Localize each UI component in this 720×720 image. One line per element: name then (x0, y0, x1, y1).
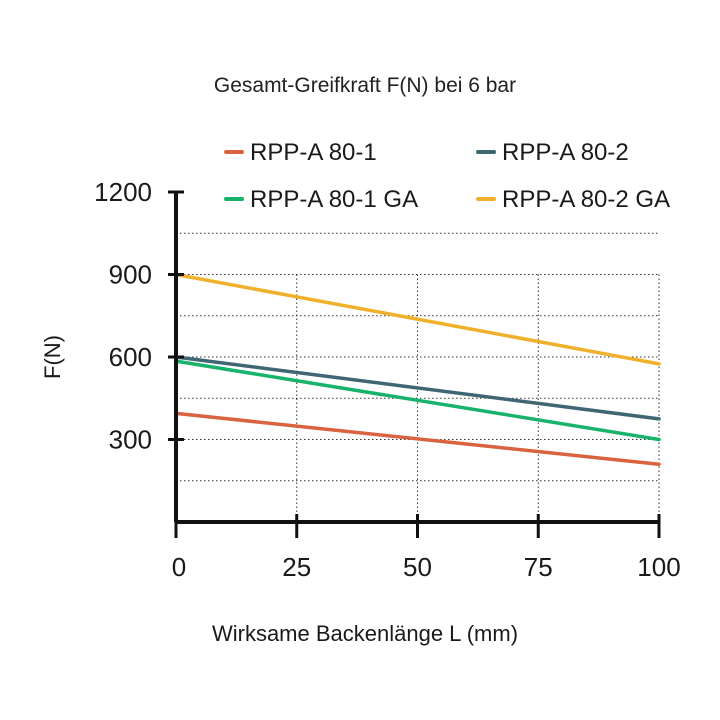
legend-label-2: RPP-A 80-2 (502, 139, 629, 166)
y-tick-label: 600 (109, 342, 152, 372)
x-axis-label: Wirksame Backenlänge L (mm) (212, 621, 518, 646)
x-tick-label: 0 (172, 552, 186, 582)
x-tick-label: 75 (524, 552, 553, 582)
series-lines (174, 272, 661, 466)
legend-label-4: RPP-A 80-2 GA (502, 186, 670, 213)
series-line-4 (174, 272, 661, 366)
y-axis-label: F(N) (40, 335, 65, 379)
y-tick-label: 300 (109, 425, 152, 455)
legend-label-3: RPP-A 80-1 GA (250, 186, 418, 213)
x-tick-label: 25 (282, 552, 311, 582)
series-line-1 (174, 411, 661, 466)
ticks: 300 600 900 1200 0 25 50 75 100 (94, 177, 681, 582)
x-tick-label: 50 (403, 552, 432, 582)
x-tick-label: 100 (637, 552, 680, 582)
grid (176, 232, 660, 522)
chart-title: Gesamt-Greifkraft F(N) bei 6 bar (214, 74, 516, 97)
series-line-2 (174, 355, 661, 421)
y-tick-label: 900 (109, 260, 152, 290)
legend: RPP-A 80-1 RPP-A 80-2 RPP-A 80-1 GA RPP-A 8… (224, 139, 670, 213)
series-line-3 (174, 359, 661, 442)
legend-label-1: RPP-A 80-1 (250, 139, 377, 166)
y-tick-label: 1200 (94, 177, 152, 207)
